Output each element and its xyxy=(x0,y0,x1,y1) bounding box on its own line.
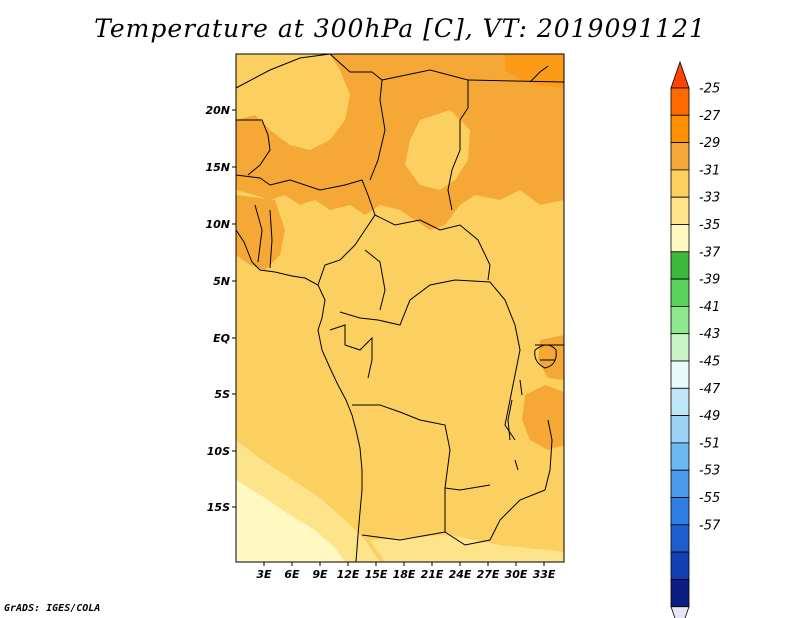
y-tick-label: 5S xyxy=(214,388,230,401)
colorbar-label: -25 xyxy=(699,82,720,97)
colorbar-top-arrow xyxy=(670,60,690,89)
x-tick-label: 3E xyxy=(256,568,272,581)
colorbar-label: -43 xyxy=(699,327,720,342)
colorbar-swatch xyxy=(670,142,690,171)
field-band-35-37 xyxy=(236,480,345,562)
x-tick-label: 9E xyxy=(312,568,328,581)
y-tick-label: 10S xyxy=(207,445,230,458)
y-tick-label: 15N xyxy=(205,161,230,174)
field-patch-31-33-sahara xyxy=(236,54,350,150)
field-band-29-31-east xyxy=(522,385,564,450)
border-west-africa-2 xyxy=(254,204,263,263)
x-tick-label: 18E xyxy=(393,568,416,581)
border-chad xyxy=(381,69,469,211)
y-tick-labels: 20N 15N 10N 5N EQ 5S 10S 15S xyxy=(205,104,230,514)
colorbar-swatch xyxy=(670,551,690,580)
y-tick-label: 15S xyxy=(207,501,230,514)
colorbar-label: -39 xyxy=(699,273,720,288)
border-car xyxy=(374,214,491,281)
colorbar-label: -37 xyxy=(699,245,721,260)
x-tick-label: 15E xyxy=(365,568,388,581)
x-tick-label: 33E xyxy=(533,568,556,581)
colorbar-swatch xyxy=(670,333,690,362)
border-namibia xyxy=(361,531,446,541)
colorbar-bottom-arrow xyxy=(670,606,690,618)
colorbar-label: -55 xyxy=(699,491,720,506)
x-tick-label: 21E xyxy=(421,568,444,581)
border-niger-libya xyxy=(329,54,386,181)
colorbar-label: -57 xyxy=(699,518,721,533)
coastlines-borders xyxy=(236,54,564,562)
border-lake-chad-nigeria xyxy=(269,179,376,286)
colorbar-label: -41 xyxy=(699,300,720,315)
field-band-27-29 xyxy=(505,54,564,88)
x-tick-labels: 3E 6E 9E 12E 15E 18E 21E 24E 27E 30E 33E xyxy=(256,568,555,581)
map-title: Temperature at 300hPa [C], VT: 201909112… xyxy=(94,14,706,43)
colorbar-swatch xyxy=(670,442,690,471)
colorbar-swatch xyxy=(670,169,690,198)
red-sea-coast xyxy=(529,65,549,83)
colorbar-swatch xyxy=(670,278,690,307)
border-west-africa-3 xyxy=(269,209,273,269)
x-tick-label: 6E xyxy=(284,568,300,581)
colorbar-label: -29 xyxy=(699,136,720,151)
colorbar-swatch xyxy=(670,415,690,444)
colorbar-swatch xyxy=(670,360,690,389)
temperature-field xyxy=(236,54,564,562)
grads-credit: GrADS: IGES/COLA xyxy=(4,603,101,614)
lake-victoria xyxy=(534,344,557,369)
y-tick-label: 5N xyxy=(213,275,230,288)
border-drc-east xyxy=(504,324,521,441)
border-west-africa-1 xyxy=(236,174,271,186)
y-tick-label: 20N xyxy=(205,104,230,117)
colorbar-swatch xyxy=(670,196,690,225)
border-algeria-mali xyxy=(236,54,331,89)
y-tick-label: 10N xyxy=(205,218,230,231)
colorbar-swatch xyxy=(670,387,690,416)
field-patch-31-33-chad xyxy=(405,110,470,190)
field-band-29-31-east2 xyxy=(538,335,564,380)
x-tick-label: 12E xyxy=(337,568,360,581)
coastline-west-africa xyxy=(236,229,363,562)
colorbar-label: -35 xyxy=(699,218,720,233)
colorbar-swatch xyxy=(670,305,690,335)
x-tick-label: 30E xyxy=(505,568,528,581)
colorbar-label: -53 xyxy=(699,464,720,479)
colorbar-swatch xyxy=(670,524,690,553)
colorbar: -25 -27 -29 -31 -33 -35 -37 -39 -41 -43 -45 -47 -49 -… xyxy=(670,60,721,618)
colorbar-swatch xyxy=(670,224,690,253)
colorbar-label: -49 xyxy=(699,409,720,424)
mauritania-border xyxy=(236,119,271,176)
x-tick-label: 27E xyxy=(477,568,500,581)
colorbar-swatch xyxy=(670,579,690,608)
field-band-33-35-south xyxy=(370,535,564,562)
colorbar-swatch xyxy=(670,114,690,144)
field-band-29-31-west xyxy=(236,195,285,270)
axis-ticks xyxy=(232,109,545,566)
border-cameroon-car xyxy=(364,249,386,311)
colorbar-label: -27 xyxy=(699,109,721,124)
colorbar-swatch xyxy=(670,469,690,498)
border-congo xyxy=(339,279,516,326)
border-sudan xyxy=(467,79,564,83)
colorbar-swatch xyxy=(670,497,690,526)
map-frame xyxy=(235,53,565,563)
colorbar-label: -33 xyxy=(699,191,720,206)
colorbar-label: -47 xyxy=(699,382,721,397)
y-tick-label: EQ xyxy=(213,332,230,345)
colorbar-swatch xyxy=(670,87,690,116)
border-angola xyxy=(352,404,491,491)
border-gabon xyxy=(329,324,373,379)
colorbar-label: -51 xyxy=(699,436,720,451)
colorbar-label: -45 xyxy=(699,355,720,370)
x-tick-label: 24E xyxy=(449,568,472,581)
colorbar-swatch xyxy=(670,251,690,280)
colorbar-label: -31 xyxy=(699,163,720,178)
border-lakes xyxy=(507,379,523,471)
